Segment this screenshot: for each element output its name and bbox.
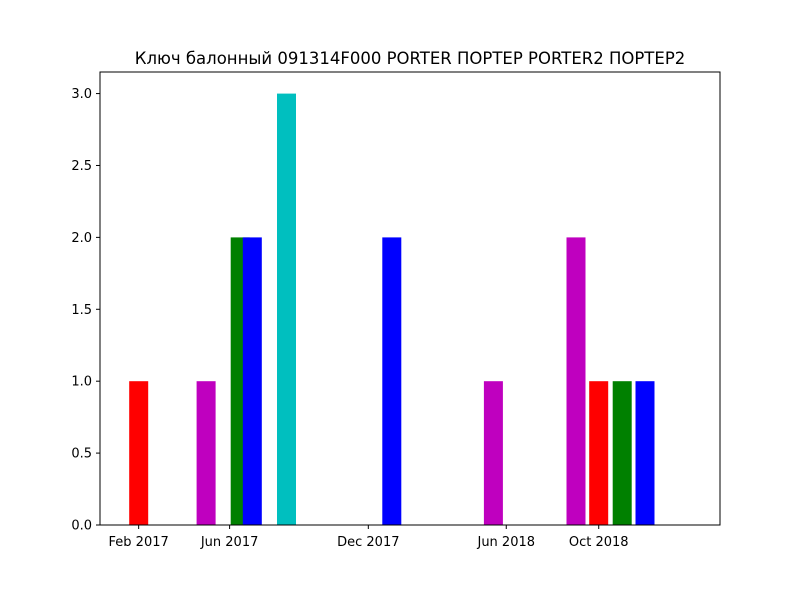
bar [635,381,655,525]
bar [129,381,149,525]
chart-title: Ключ балонный 091314F000 PORTER ПОРТЕР P… [135,49,686,68]
y-tick-label: 0.0 [71,519,92,534]
bar [566,237,586,525]
bars-layer [129,93,655,525]
bar [277,93,296,525]
y-tick-label: 2.0 [71,231,92,246]
y-tick-label: 0.5 [71,447,92,462]
x-tick-label: Feb 2017 [109,535,169,550]
bar [612,381,632,525]
bar [242,237,262,525]
x-tick-label: Jun 2017 [200,535,259,550]
bar [589,381,609,525]
y-tick-label: 1.0 [71,375,92,390]
bar [196,381,216,525]
y-tick-label: 2.5 [71,159,92,174]
plot-frame [99,71,721,526]
y-tick-label: 3.0 [71,87,92,102]
y-tick-label: 1.5 [71,303,92,318]
x-tick-label: Jun 2018 [476,535,535,550]
y-axis: 0.0 0.5 1.0 1.5 2.0 2.5 3.0 [71,87,100,534]
bar [483,381,503,525]
x-tick-label: Dec 2017 [337,535,399,550]
x-axis: Feb 2017 Jun 2017 Dec 2017 Jun 2018 Oct 2018 [109,525,629,550]
bar [382,237,402,525]
x-tick-label: Oct 2018 [569,535,629,550]
